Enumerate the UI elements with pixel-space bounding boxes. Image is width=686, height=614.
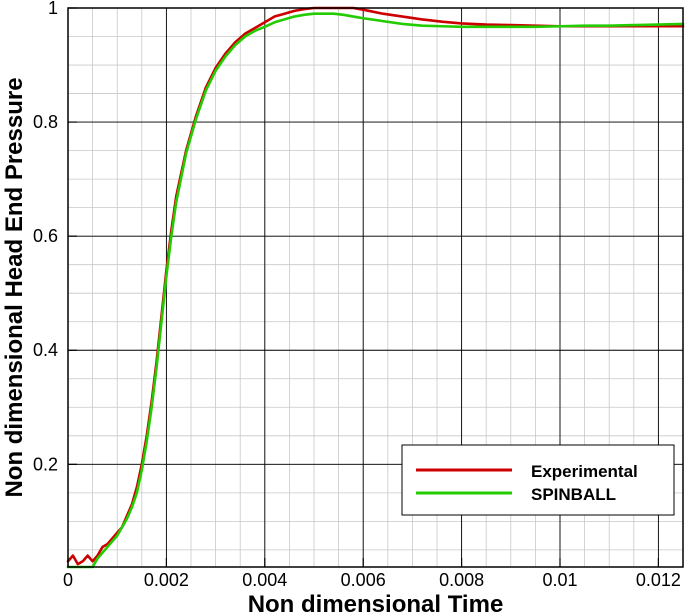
x-tick-label: 0.012	[636, 570, 681, 590]
plot-frame	[67, 7, 684, 568]
y-tick-label: 1	[48, 0, 58, 18]
y-tick-label: 0.8	[33, 112, 58, 132]
y-tick-label: 0.2	[33, 454, 58, 474]
legend-box	[401, 444, 675, 516]
x-tick-label: 0.002	[144, 570, 189, 590]
x-tick-label: 0.006	[341, 570, 386, 590]
y-tick-label: 0.6	[33, 226, 58, 246]
y-axis-title: Non dimensional Head End Pressure	[1, 77, 28, 497]
y-tick-label: 0.4	[33, 340, 58, 360]
x-tick-label: 0	[63, 570, 73, 590]
y-axis-ticks: 0.2 0.4 0.6 0.8 1	[33, 0, 77, 474]
x-axis-ticks: 0 0.002 0.004 0.006 0.008 0.01 0.012	[63, 558, 681, 590]
series-line-spinball	[66, 12, 685, 569]
series-line-experimental	[66, 6, 685, 566]
x-tick-label: 0.004	[242, 570, 287, 590]
legend-label-experimental: Experimental	[531, 462, 638, 481]
series-lines	[66, 6, 685, 569]
x-tick-label: 0.008	[439, 570, 484, 590]
legend-label-spinball: SPINBALL	[531, 485, 616, 504]
x-tick-label: 0.01	[542, 570, 577, 590]
legend: Experimental SPINBALL	[401, 444, 675, 516]
x-axis-title: Non dimensional Time	[248, 591, 504, 614]
